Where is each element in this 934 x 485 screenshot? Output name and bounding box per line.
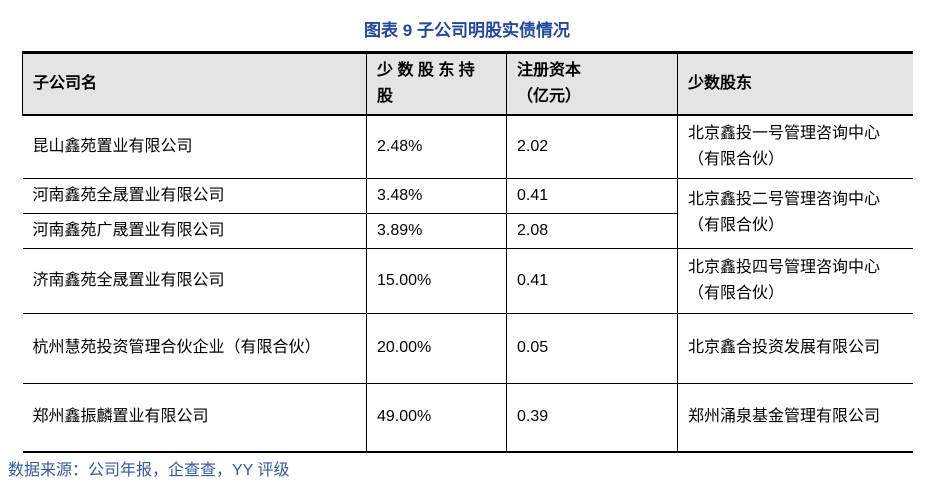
- cell-subsidiary-name: 河南鑫苑广晟置业有限公司: [22, 213, 367, 249]
- header-subsidiary-name: 子公司名: [22, 52, 367, 116]
- cell-minority-share: 3.48%: [366, 178, 507, 214]
- cell-registered-capital: 0.39: [506, 383, 678, 453]
- table-row: 郑州鑫振麟置业有限公司 49.00% 0.39 郑州涌泉基金管理有限公司: [22, 383, 913, 453]
- cell-minority-shareholder: 郑州涌泉基金管理有限公司: [677, 383, 913, 453]
- table-row: 河南鑫苑全晟置业有限公司 3.48% 0.41 北京鑫投二号管理咨询中心（有限合…: [22, 178, 913, 249]
- subsidiary-equity-debt-table: 子公司名 少 数 股 东 持 股 注册资本 （亿元） 少数股东 昆山鑫苑置业有限…: [22, 51, 913, 453]
- table-row: 济南鑫苑全晟置业有限公司 15.00% 0.41 北京鑫投四号管理咨询中心（有限…: [22, 248, 913, 314]
- cell-registered-capital: 2.02: [506, 115, 678, 179]
- cell-minority-shareholder: 北京鑫合投资发展有限公司: [677, 313, 913, 384]
- table-row: 杭州慧苑投资管理合伙企业（有限合伙） 20.00% 0.05 北京鑫合投资发展有…: [22, 313, 913, 384]
- cell-subsidiary-name: 郑州鑫振麟置业有限公司: [22, 383, 367, 453]
- cell-minority-share: 20.00%: [366, 313, 507, 384]
- figure-title: 图表 9 子公司明股实债情况: [364, 21, 570, 40]
- cell-registered-capital: 2.08: [506, 213, 678, 249]
- cell-subsidiary-name: 昆山鑫苑置业有限公司: [22, 115, 367, 179]
- header-minority-shareholder: 少数股东: [677, 52, 913, 116]
- table-header-row: 子公司名 少 数 股 东 持 股 注册资本 （亿元） 少数股东: [22, 52, 913, 116]
- cell-minority-share: 15.00%: [366, 248, 507, 314]
- cell-subsidiary-name: 济南鑫苑全晟置业有限公司: [22, 248, 367, 314]
- cell-minority-share: 49.00%: [366, 383, 507, 453]
- table-row: 昆山鑫苑置业有限公司 2.48% 2.02 北京鑫投一号管理咨询中心（有限合伙）: [22, 115, 913, 179]
- cell-registered-capital: 0.05: [506, 313, 678, 384]
- table-row: 河南鑫苑广晟置业有限公司 3.89% 2.08: [22, 213, 913, 249]
- cell-minority-shareholder-merged: 北京鑫投二号管理咨询中心（有限合伙）: [677, 178, 913, 249]
- cell-minority-share: 3.89%: [366, 213, 507, 249]
- cell-subsidiary-name: 河南鑫苑全晟置业有限公司: [22, 178, 367, 214]
- cell-registered-capital: 0.41: [506, 248, 678, 314]
- cell-minority-share: 2.48%: [366, 115, 507, 179]
- header-minority-share: 少 数 股 东 持 股: [366, 52, 507, 116]
- cell-minority-shareholder: 北京鑫投一号管理咨询中心（有限合伙）: [677, 115, 913, 179]
- cell-minority-shareholder: 北京鑫投四号管理咨询中心（有限合伙）: [677, 248, 913, 314]
- data-source-note: 数据来源：公司年报，企查查，YY 评级: [8, 462, 290, 479]
- header-registered-capital: 注册资本 （亿元）: [506, 52, 678, 116]
- cell-subsidiary-name: 杭州慧苑投资管理合伙企业（有限合伙）: [22, 313, 367, 384]
- cell-registered-capital: 0.41: [506, 178, 678, 214]
